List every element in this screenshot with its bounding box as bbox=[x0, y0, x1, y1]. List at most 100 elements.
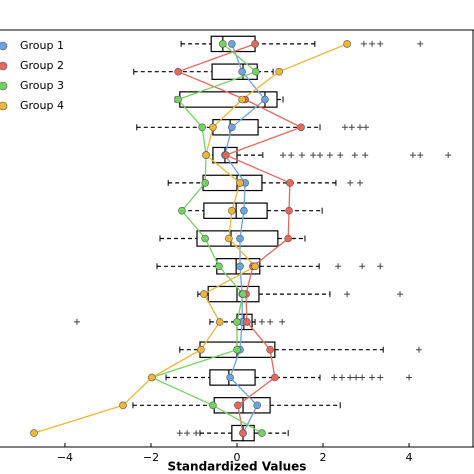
group-point bbox=[209, 401, 217, 410]
group-point bbox=[258, 429, 266, 437]
group-point bbox=[297, 123, 305, 132]
outlier bbox=[377, 40, 384, 47]
outlier bbox=[417, 152, 424, 159]
outlier bbox=[176, 430, 183, 437]
outlier bbox=[337, 152, 344, 159]
outlier bbox=[347, 374, 354, 381]
group-point bbox=[234, 401, 242, 410]
group-point bbox=[286, 179, 294, 187]
group-point bbox=[225, 234, 233, 243]
legend-marker bbox=[0, 61, 8, 71]
legend-label: Group 2 bbox=[20, 59, 64, 72]
group-point bbox=[343, 40, 351, 48]
outlier bbox=[348, 124, 355, 131]
outlier bbox=[359, 374, 366, 381]
outlier bbox=[335, 263, 342, 270]
outlier bbox=[341, 124, 348, 131]
legend-marker bbox=[0, 41, 8, 51]
legend-marker bbox=[0, 101, 8, 111]
outlier bbox=[279, 318, 286, 325]
group-point bbox=[228, 40, 236, 48]
outlier bbox=[288, 152, 295, 159]
outlier bbox=[267, 318, 274, 325]
group-point bbox=[251, 262, 259, 271]
group-point bbox=[239, 429, 247, 437]
group-point bbox=[233, 345, 241, 354]
outlier bbox=[362, 152, 369, 159]
group-point bbox=[201, 234, 209, 243]
outlier bbox=[258, 318, 265, 325]
group-point bbox=[200, 290, 208, 298]
box bbox=[196, 230, 279, 247]
legend-label: Group 1 bbox=[20, 39, 64, 52]
outlier bbox=[369, 40, 376, 47]
box bbox=[207, 285, 260, 303]
group-point bbox=[215, 318, 224, 326]
group-point bbox=[284, 234, 292, 243]
x-tick-label: 4 bbox=[406, 451, 413, 464]
outlier bbox=[338, 374, 345, 381]
group-point bbox=[236, 262, 244, 271]
group-point bbox=[197, 345, 205, 354]
group-point bbox=[174, 95, 182, 104]
group-point bbox=[285, 206, 293, 215]
legend-marker bbox=[0, 81, 8, 91]
group-point bbox=[209, 123, 217, 132]
x-tick-label: −2 bbox=[143, 451, 159, 464]
outlier bbox=[310, 152, 317, 159]
group-point bbox=[148, 373, 156, 382]
group-point bbox=[228, 123, 236, 132]
group-point bbox=[252, 67, 260, 76]
x-tick-label: −4 bbox=[57, 451, 73, 464]
group-point bbox=[251, 40, 259, 48]
outlier bbox=[280, 152, 287, 159]
group-point bbox=[236, 234, 244, 243]
outlier bbox=[417, 40, 424, 47]
group-point bbox=[226, 373, 234, 382]
outlier bbox=[360, 40, 367, 47]
outlier bbox=[184, 430, 191, 437]
box bbox=[203, 202, 268, 219]
group-point bbox=[178, 206, 186, 215]
group-point bbox=[253, 401, 262, 410]
outlier bbox=[359, 263, 366, 270]
outlier bbox=[415, 346, 422, 353]
outlier bbox=[409, 152, 416, 159]
outlier bbox=[397, 291, 404, 298]
outlier bbox=[377, 374, 384, 381]
group-point bbox=[271, 373, 279, 382]
outlier bbox=[347, 179, 354, 186]
group-point bbox=[30, 429, 38, 437]
outlier bbox=[363, 124, 370, 131]
outlier bbox=[326, 152, 333, 159]
group-point bbox=[239, 290, 247, 298]
group-point bbox=[119, 401, 127, 410]
group-point bbox=[222, 151, 230, 159]
group-point bbox=[266, 345, 274, 354]
group-point bbox=[236, 179, 244, 187]
group-point bbox=[198, 123, 206, 132]
legend-label: Group 4 bbox=[20, 99, 64, 112]
outlier bbox=[369, 374, 376, 381]
outlier bbox=[298, 152, 305, 159]
group-point bbox=[228, 206, 236, 215]
outlier bbox=[317, 152, 324, 159]
outlier bbox=[357, 124, 364, 131]
legend-label: Group 3 bbox=[20, 79, 64, 92]
outlier bbox=[351, 152, 358, 159]
outlier bbox=[445, 152, 452, 159]
x-tick-label: 2 bbox=[320, 451, 327, 464]
group-point bbox=[174, 67, 182, 76]
outlier bbox=[377, 263, 384, 270]
outlier bbox=[73, 318, 80, 325]
group-point bbox=[215, 262, 223, 271]
x-tick-label: 0 bbox=[234, 451, 241, 464]
outlier bbox=[357, 179, 364, 186]
group-point bbox=[238, 95, 246, 104]
outlier bbox=[344, 291, 351, 298]
outlier bbox=[353, 374, 360, 381]
group-point bbox=[202, 151, 210, 159]
group-point bbox=[243, 318, 251, 326]
x-axis-label: Standardized Values bbox=[168, 460, 307, 474]
